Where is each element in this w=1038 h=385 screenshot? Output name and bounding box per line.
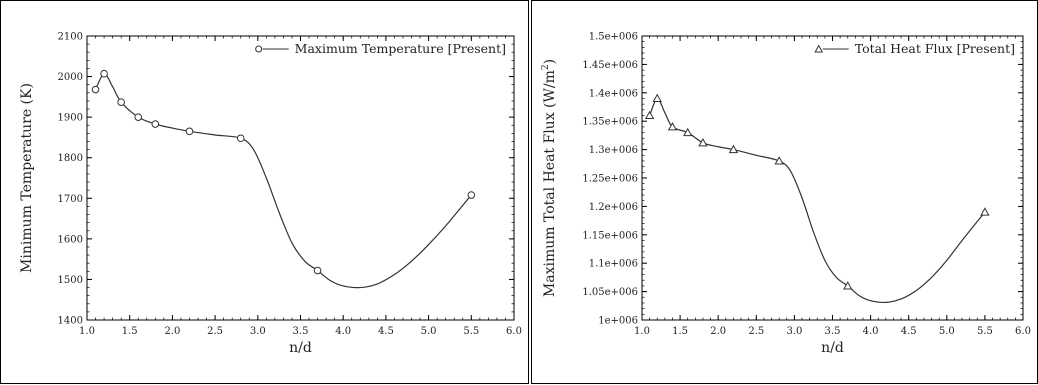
y-axis-label-main: Maximum Total Heat Flux (W/m	[542, 70, 558, 297]
y-axis-label: Maximum Total Heat Flux (W/m2)	[541, 59, 558, 297]
x-tick-label: 4.5	[901, 326, 917, 337]
data-point	[151, 120, 160, 128]
data-point	[467, 191, 476, 199]
x-tick-label: 5.5	[977, 326, 993, 337]
y-tick-label: 1.05e+006	[582, 287, 638, 298]
data-point	[667, 122, 678, 131]
y-axis-label-main: Minimum Temperature (K)	[19, 83, 35, 273]
plot-frame	[641, 35, 1024, 321]
data-point	[313, 266, 322, 275]
data-point	[117, 98, 125, 106]
legend: Maximum Temperature [Present]	[255, 41, 506, 56]
x-axis-label: n/d	[289, 340, 312, 356]
x-tick-label: 1.0	[79, 326, 95, 337]
plot-frame	[86, 35, 515, 321]
x-tick-label: 3.0	[250, 326, 266, 337]
legend-label: Maximum Temperature [Present]	[295, 41, 506, 56]
y-tick-label: 1700	[58, 194, 83, 205]
y-tick-label: 2000	[58, 72, 83, 83]
data-point	[236, 134, 245, 143]
y-tick-label: 1800	[58, 153, 83, 164]
data-point	[652, 93, 662, 103]
x-tick-label: 2.5	[748, 326, 764, 337]
data-point	[185, 127, 194, 136]
legend: Total Heat Flux [Present]	[814, 41, 1015, 56]
y-tick-label: 1.4e+006	[589, 88, 638, 99]
y-tick-label: 1.25e+006	[582, 174, 638, 185]
y-tick-label: 1500	[58, 275, 83, 286]
y-axis-label-suffix: )	[542, 59, 558, 64]
y-tick-label: 1.45e+006	[582, 60, 638, 71]
legend-label: Total Heat Flux [Present]	[855, 41, 1015, 56]
data-point	[843, 281, 853, 290]
y-tick-label: 1900	[58, 113, 83, 124]
legend-marker	[814, 44, 824, 53]
y-tick-label: 2100	[58, 32, 83, 43]
x-tick-label: 3.5	[293, 326, 309, 337]
data-point	[774, 156, 784, 165]
chart-panel-heat-flux: 1.0 1.5 2.0 2.5 3.0 3.5 4.0 4.5 5.0 5.5 6.0 1e+006 1…	[531, 0, 1038, 384]
data-point	[91, 85, 100, 94]
y-tick-label: 1400	[58, 316, 83, 327]
x-tick-label: 2.5	[207, 326, 223, 337]
x-tick-label: 2.0	[164, 326, 180, 337]
x-tick-label: 3.0	[786, 326, 802, 337]
x-tick-label: 6.0	[506, 326, 522, 337]
x-tick-label: 5.0	[421, 326, 437, 337]
series-fit-curve	[95, 73, 472, 289]
x-tick-label: 5.5	[463, 326, 479, 337]
x-tick-label: 6.0	[1015, 326, 1031, 337]
y-tick-label: 1e+006	[598, 316, 638, 327]
x-tick-label: 3.5	[825, 326, 841, 337]
y-tick-label: 1600	[58, 234, 83, 245]
data-point	[698, 137, 708, 147]
x-tick-label: 4.0	[863, 326, 879, 337]
y-tick-label: 1.35e+006	[582, 117, 638, 128]
data-point	[134, 113, 143, 121]
y-tick-label: 1.2e+006	[589, 202, 638, 213]
heat-flux-chart: 1.0 1.5 2.0 2.5 3.0 3.5 4.0 4.5 5.0 5.5 6.0 1e+006 1…	[541, 32, 1031, 357]
y-tick-label: 1.3e+006	[589, 145, 638, 156]
data-point	[728, 144, 739, 154]
y-tick-label: 1.15e+006	[582, 230, 638, 241]
data-point	[683, 127, 693, 137]
x-axis-label: n/d	[821, 340, 844, 356]
data-point	[980, 207, 990, 216]
x-tick-label: 5.0	[939, 326, 955, 337]
x-tick-label: 4.5	[378, 326, 394, 337]
data-point	[644, 110, 655, 120]
x-tick-label: 1.5	[122, 326, 138, 337]
legend-marker	[255, 45, 263, 53]
series-fit-curve	[649, 97, 986, 304]
y-axis-label-superscript: 2	[541, 64, 551, 70]
x-tick-label: 2.0	[710, 326, 726, 337]
y-tick-label: 1.1e+006	[589, 259, 638, 270]
x-tick-label: 1.5	[672, 326, 688, 337]
temperature-chart: 1.0 1.5 2.0 2.5 3.0 3.5 4.0 4.5 5.0 5.5 6.0 1400 150…	[19, 32, 522, 357]
chart-panel-temperature: 1.0 1.5 2.0 2.5 3.0 3.5 4.0 4.5 5.0 5.5 6.0 1400 150…	[0, 0, 529, 384]
data-point	[100, 69, 108, 78]
x-tick-label: 4.0	[335, 326, 351, 337]
x-tick-label: 1.0	[634, 326, 650, 337]
y-tick-label: 1.5e+006	[589, 32, 638, 43]
y-axis-label: Minimum Temperature (K)	[19, 83, 35, 273]
